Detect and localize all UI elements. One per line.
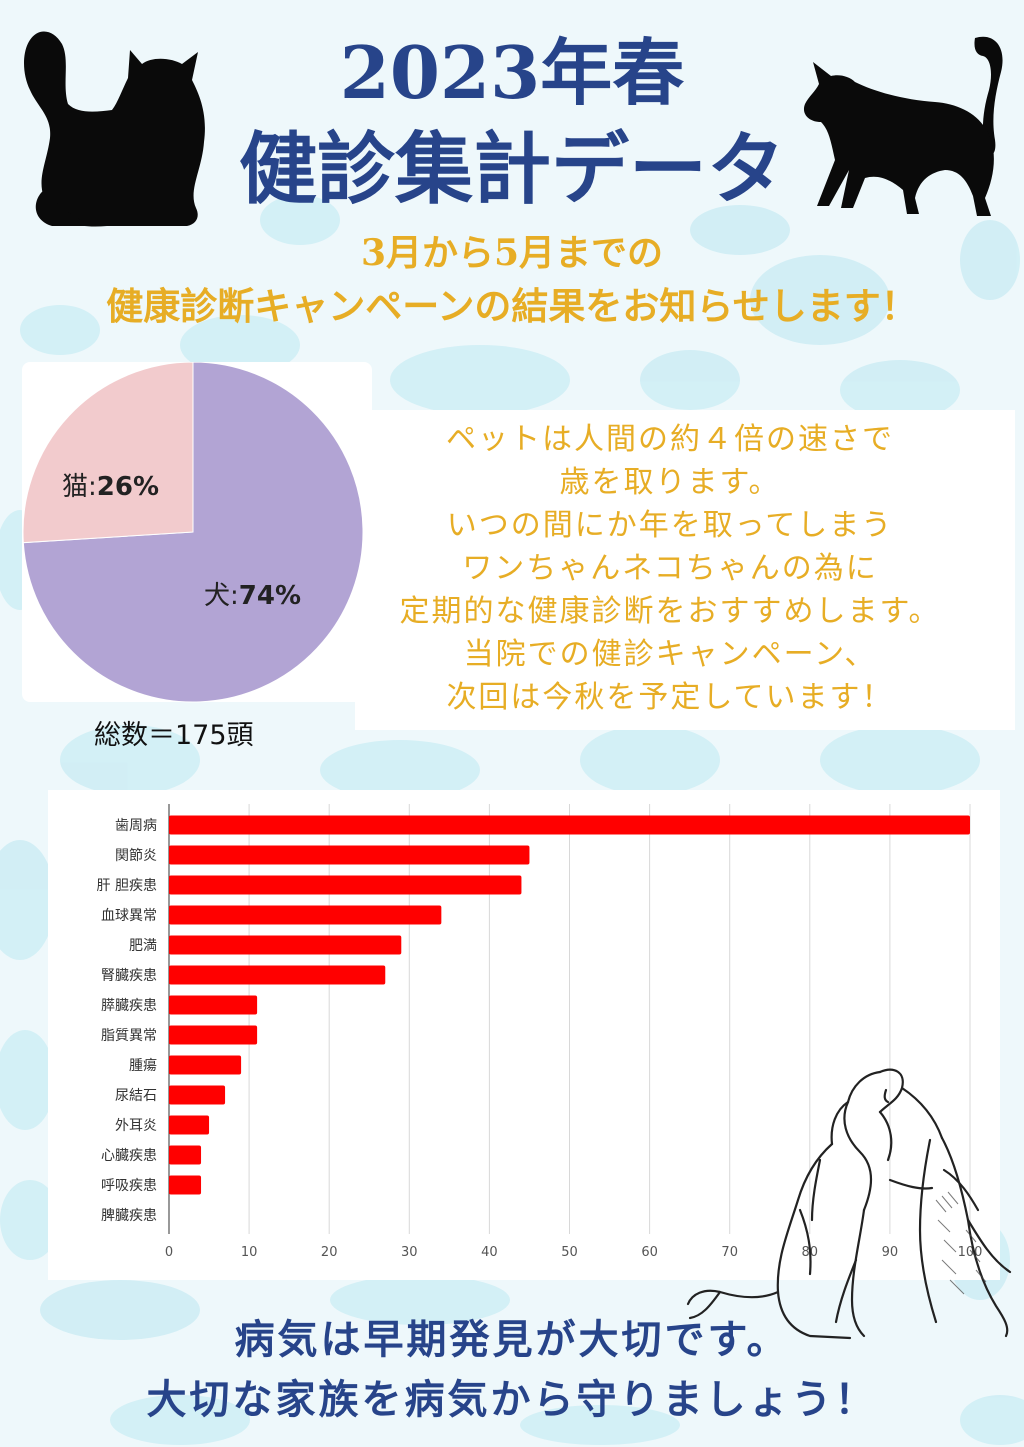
pie-slice-cat xyxy=(22,362,194,544)
bar-1 xyxy=(169,845,530,865)
subtitle-line2: 健康診断キャンペーンの結果をお知らせします！ xyxy=(106,284,918,328)
category-label: 脾臓疾患 xyxy=(101,1208,157,1224)
walking-cat-silhouette xyxy=(803,36,1003,216)
bar-11 xyxy=(169,1145,202,1165)
species-pie-chart: 猫:26% 犬:74% xyxy=(22,362,364,703)
message-line: ペットは人間の約４倍の速さで xyxy=(446,422,894,457)
category-label: 呼吸疾患 xyxy=(101,1178,157,1194)
x-tick-label: 60 xyxy=(641,1245,658,1260)
page-title-line1: 2023年春 xyxy=(339,30,685,115)
message-line: ワンちゃんネコちゃんの為に xyxy=(462,551,878,586)
category-label: 心臓疾患 xyxy=(101,1148,157,1164)
message-line: 歳を取ります。 xyxy=(559,465,781,500)
bar-12 xyxy=(169,1175,202,1195)
x-tick-label: 0 xyxy=(165,1245,173,1260)
bar-9 xyxy=(169,1085,226,1105)
dog-and-girl-illustration xyxy=(686,1068,1012,1340)
category-label: 外耳炎 xyxy=(115,1118,157,1134)
pie-label-cat: 猫:26% xyxy=(62,472,159,502)
bar-2 xyxy=(169,875,522,895)
x-tick-label: 50 xyxy=(561,1245,578,1260)
bar-3 xyxy=(169,905,442,925)
page-title-line2: 健診集計データ xyxy=(238,124,785,215)
pie-label-dog: 犬:74% xyxy=(204,581,301,611)
category-label: 膵臓疾患 xyxy=(101,998,157,1014)
category-label: 肥満 xyxy=(129,938,157,954)
subtitle-line1: 3月から5月までの xyxy=(360,232,664,274)
footer-line1: 病気は早期発見が大切です。 xyxy=(234,1316,790,1363)
category-label: 脂質異常 xyxy=(101,1028,157,1044)
message-line: いつの間にか年を取ってしまう xyxy=(446,508,894,543)
bar-5 xyxy=(169,965,386,985)
category-label: 肝 胆疾患 xyxy=(97,878,157,894)
category-label: 腫瘍 xyxy=(129,1057,157,1074)
bar-0 xyxy=(169,815,970,835)
bar-10 xyxy=(169,1115,210,1135)
x-tick-label: 10 xyxy=(241,1245,258,1260)
footer-line2: 大切な家族を病気から守りましょう！ xyxy=(146,1376,878,1423)
category-label: 血球異常 xyxy=(101,908,157,924)
message-line: 定期的な健康診断をおすすめします。 xyxy=(399,594,941,629)
sitting-cat-silhouette xyxy=(24,31,205,227)
category-label: 尿結石 xyxy=(115,1088,157,1104)
category-label: 関節炎 xyxy=(115,847,157,864)
x-tick-label: 20 xyxy=(321,1245,338,1260)
category-label: 腎臓疾患 xyxy=(101,968,157,984)
message-line: 当院での健診キャンペーン、 xyxy=(463,637,877,672)
bar-6 xyxy=(169,995,258,1015)
message-line: 次回は今秋を予定しています！ xyxy=(446,680,894,715)
x-tick-label: 30 xyxy=(401,1245,418,1260)
bar-4 xyxy=(169,935,402,955)
category-label: 歯周病 xyxy=(115,818,157,834)
x-tick-label: 90 xyxy=(882,1245,899,1260)
bar-7 xyxy=(169,1025,258,1045)
message-panel xyxy=(355,410,1015,730)
x-tick-label: 40 xyxy=(481,1245,498,1260)
bar-8 xyxy=(169,1055,242,1075)
x-tick-label: 70 xyxy=(721,1245,738,1260)
total-count: 総数＝175頭 xyxy=(94,720,254,751)
